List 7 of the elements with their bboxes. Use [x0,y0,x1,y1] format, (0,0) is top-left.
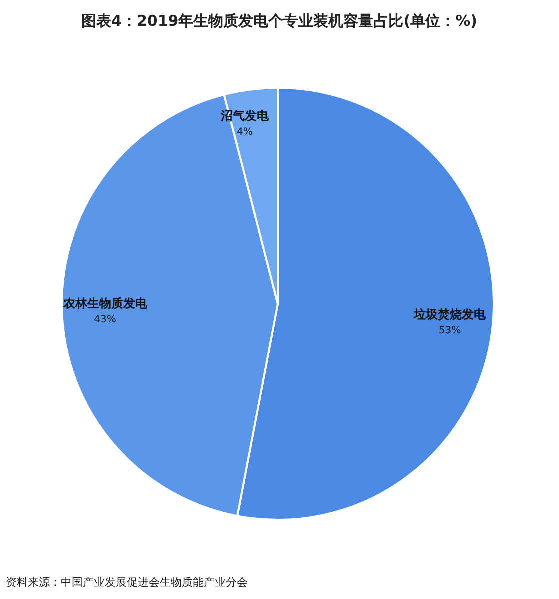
text: 资料来源：中国产业发展促进会生物质能产业分会 [6,576,248,589]
slice-label: 农林生物质发电 [62,296,148,310]
data-label: 43% [94,314,116,326]
data-label: 4% [237,126,253,138]
slice-label: 垃圾焚烧发电 [413,307,488,322]
chart-title: 图表4：2019年生物质发电个专业装机容量占比(单位：%) [82,12,478,30]
data-label: 53% [438,325,462,336]
